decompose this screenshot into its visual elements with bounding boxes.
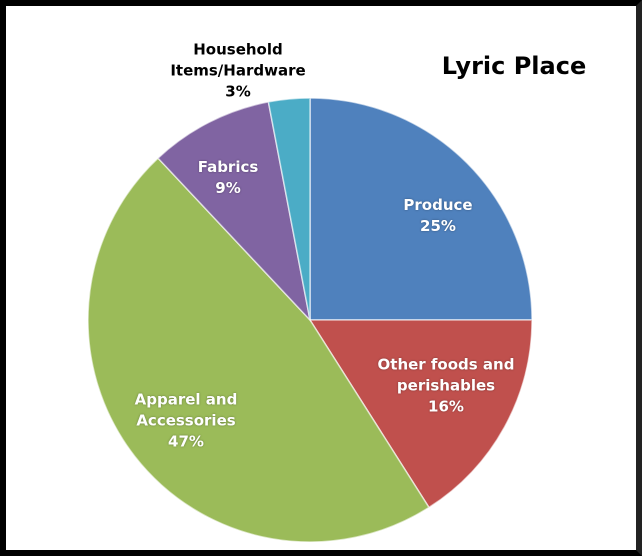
slice-category: Other foods and perishables bbox=[377, 355, 515, 395]
slice-value: 47% bbox=[168, 432, 204, 451]
pie-slice bbox=[309, 97, 533, 321]
pie-slice bbox=[156, 101, 312, 323]
slice-label: Apparel and Accessories 47% bbox=[116, 390, 256, 453]
slice-category: Produce bbox=[403, 196, 473, 214]
slice-label: Other foods and perishables 16% bbox=[356, 355, 536, 418]
slice-value: 3% bbox=[225, 82, 251, 101]
slice-category: Household Items/Hardware bbox=[170, 40, 306, 80]
slice-category: Apparel and Accessories bbox=[134, 390, 238, 430]
slice-label: Household Items/Hardware 3% bbox=[163, 40, 313, 103]
slice-label: Fabrics 9% bbox=[178, 157, 278, 199]
slice-value: 9% bbox=[215, 179, 241, 197]
pie-slice bbox=[308, 319, 533, 509]
pie-slice bbox=[267, 97, 311, 321]
pie-area bbox=[87, 97, 533, 543]
slice-value: 25% bbox=[420, 217, 456, 235]
slice-value: 16% bbox=[428, 397, 464, 416]
pie-slice bbox=[87, 157, 430, 543]
chart-title: Lyric Place bbox=[441, 52, 587, 80]
slice-label: Produce 25% bbox=[378, 195, 498, 237]
slice-category: Fabrics bbox=[197, 158, 259, 176]
